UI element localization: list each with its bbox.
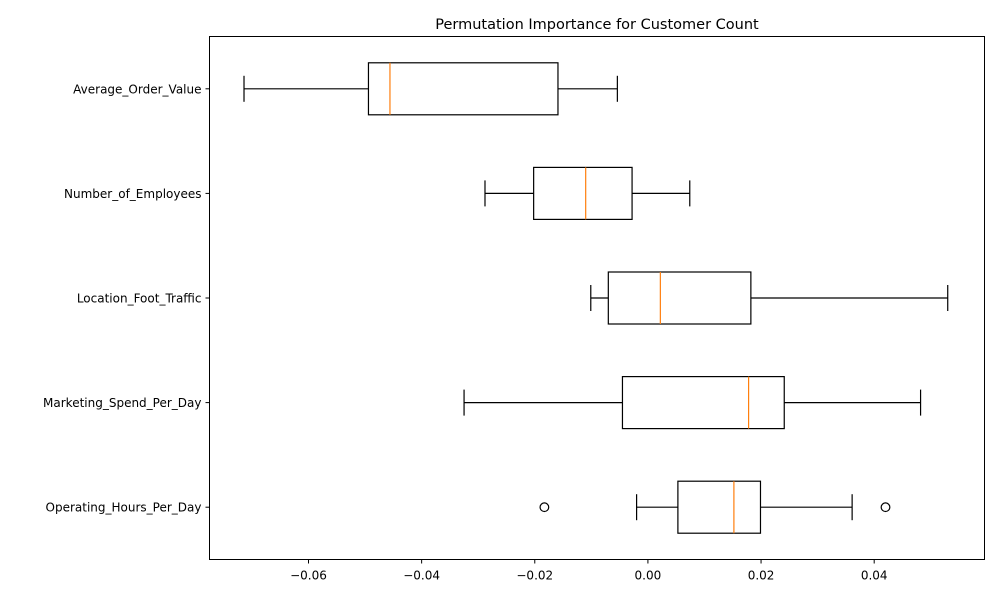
box-group xyxy=(590,271,949,325)
x-axis: −0.06 −0.04 −0.02 0.00 0.02 0.04 xyxy=(290,559,888,583)
x-tick-label: 0.02 xyxy=(748,569,775,583)
y-tick-label: Operating_Hours_Per_Day xyxy=(46,501,202,515)
boxes-layer xyxy=(243,62,949,534)
iqr-box xyxy=(367,62,559,116)
y-tick-label: Average_Order_Value xyxy=(73,82,201,96)
box-group xyxy=(539,480,891,534)
y-tick-label: Marketing_Spend_Per_Day xyxy=(43,396,201,410)
box-group xyxy=(484,166,691,220)
chart-title: Permutation Importance for Customer Coun… xyxy=(435,17,759,33)
x-tick-label: 0.04 xyxy=(861,569,888,583)
box-group xyxy=(463,376,922,430)
iqr-box xyxy=(533,166,633,220)
y-axis: Average_Order_Value Number_of_Employees Lo… xyxy=(43,82,210,515)
box-group xyxy=(243,62,618,116)
iqr-box xyxy=(677,480,762,534)
x-tick-label: −0.02 xyxy=(516,569,553,583)
x-tick-label: −0.06 xyxy=(290,569,327,583)
x-tick-label: −0.04 xyxy=(403,569,440,583)
outlier-point xyxy=(880,502,891,513)
iqr-box xyxy=(621,376,785,430)
x-tick-label: 0.00 xyxy=(635,569,662,583)
iqr-box xyxy=(607,271,752,325)
outlier-point xyxy=(539,502,550,513)
y-tick-label: Location_Foot_Traffic xyxy=(77,292,202,306)
y-tick-label: Number_of_Employees xyxy=(64,187,201,201)
